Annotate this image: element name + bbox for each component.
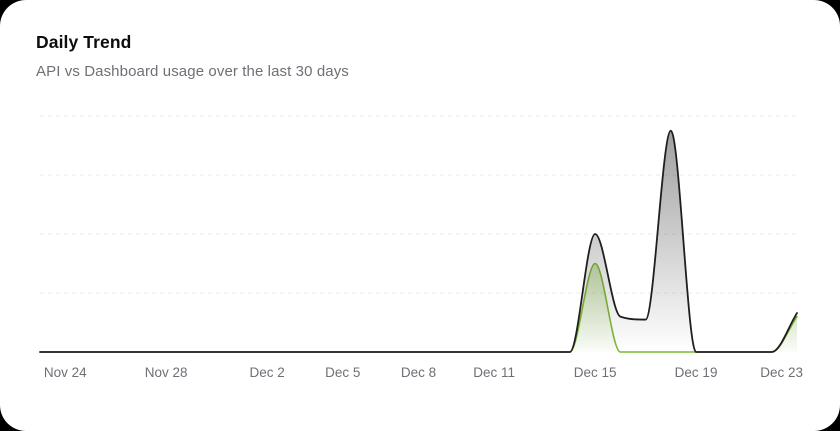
api-series-line <box>39 129 798 353</box>
chart-subtitle: API vs Dashboard usage over the last 30 … <box>36 63 349 80</box>
card-header: Daily Trend API vs Dashboard usage over … <box>36 32 349 80</box>
x-tick-label: Dec 2 <box>249 365 284 380</box>
api-series-area <box>40 130 797 352</box>
x-tick-label: Dec 15 <box>574 365 617 380</box>
page-title: Daily Trend <box>36 32 132 52</box>
x-tick-label: Nov 24 <box>44 365 87 380</box>
x-tick-label: Dec 8 <box>401 365 436 380</box>
x-tick-label: Dec 23 <box>760 365 803 380</box>
x-tick-label: Nov 28 <box>145 365 188 380</box>
x-tick-label: Dec 11 <box>473 365 515 380</box>
x-tick-label: Dec 19 <box>675 365 718 380</box>
x-tick-label: Dec 5 <box>325 365 360 380</box>
